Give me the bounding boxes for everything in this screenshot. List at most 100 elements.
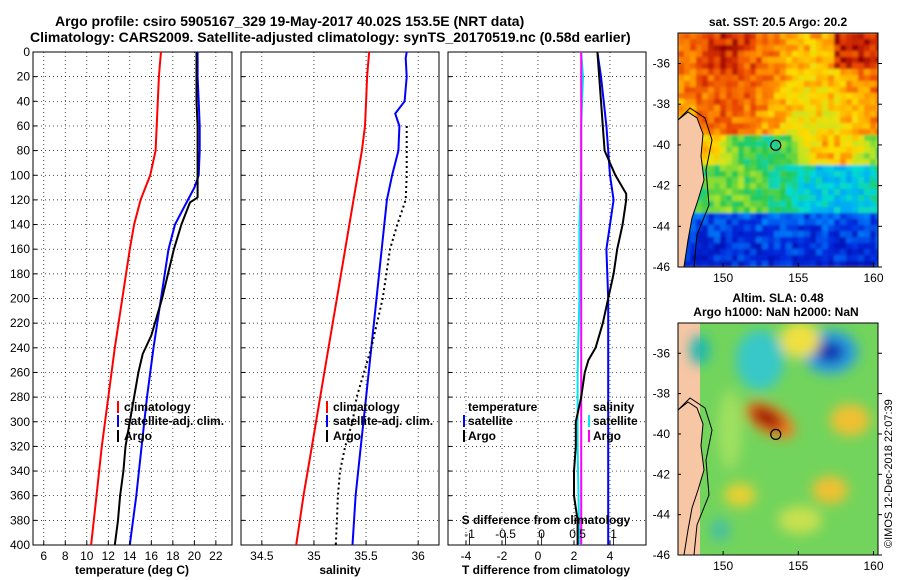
sst-cell bbox=[738, 129, 744, 135]
sst-cell bbox=[780, 57, 786, 63]
sst-cell bbox=[690, 219, 696, 225]
sst-cell bbox=[840, 237, 846, 243]
s-tick-label: 1 bbox=[610, 527, 617, 541]
sst-cell bbox=[870, 195, 876, 201]
title-line-1: Argo profile: csiro 5905167_329 19-May-2… bbox=[55, 13, 524, 29]
sst-cell bbox=[846, 111, 852, 117]
sst-cell bbox=[876, 243, 878, 249]
sst-cell bbox=[774, 171, 780, 177]
sst-cell bbox=[804, 135, 810, 141]
sst-cell bbox=[834, 153, 840, 159]
sst-cell bbox=[726, 105, 732, 111]
sst-cell bbox=[780, 159, 786, 165]
sst-cell bbox=[762, 63, 768, 69]
sst-cell bbox=[864, 45, 870, 51]
sst-cell bbox=[858, 123, 864, 129]
sst-cell bbox=[720, 153, 726, 159]
sst-cell bbox=[708, 111, 714, 117]
sst-cell bbox=[708, 51, 714, 57]
sst-cell bbox=[678, 39, 684, 45]
sst-cell bbox=[792, 231, 798, 237]
sst-cell bbox=[834, 231, 840, 237]
sst-cell bbox=[744, 81, 750, 87]
sst-cell bbox=[696, 93, 702, 99]
sst-cell bbox=[828, 117, 834, 123]
sst-cell bbox=[774, 207, 780, 213]
sst-cell bbox=[702, 201, 708, 207]
sla-map: Altim. SLA: 0.48 Argo h1000: NaN h2000: … bbox=[653, 291, 884, 573]
sst-cell bbox=[702, 159, 708, 165]
sst-cell bbox=[756, 219, 762, 225]
t-difference-x-label: T difference from climatology bbox=[462, 563, 630, 577]
sst-cell bbox=[792, 93, 798, 99]
sst-cell bbox=[786, 135, 792, 141]
series-line-climatology bbox=[90, 51, 162, 546]
sst-cell bbox=[816, 225, 822, 231]
sst-cell bbox=[834, 201, 840, 207]
sst-cell bbox=[786, 63, 792, 69]
sst-cell bbox=[822, 195, 828, 201]
sst-cell bbox=[852, 177, 858, 183]
sst-cell bbox=[798, 219, 804, 225]
sst-cell bbox=[714, 129, 720, 135]
depth-tick-label: 100 bbox=[10, 168, 30, 182]
sst-cell bbox=[744, 123, 750, 129]
sst-cell bbox=[768, 81, 774, 87]
sst-cell bbox=[762, 261, 768, 267]
sst-cell bbox=[804, 93, 810, 99]
sla-map-title: Altim. SLA: 0.48 bbox=[732, 291, 824, 305]
sst-cell bbox=[792, 249, 798, 255]
sst-cell bbox=[846, 51, 852, 57]
sst-cell bbox=[744, 33, 750, 39]
sst-cell bbox=[798, 39, 804, 45]
sst-cell bbox=[858, 231, 864, 237]
sst-cell bbox=[798, 75, 804, 81]
sst-cell bbox=[846, 237, 852, 243]
sst-cell bbox=[876, 195, 878, 201]
legend-argo: Argo bbox=[124, 429, 152, 443]
sst-cell bbox=[744, 93, 750, 99]
sst-cell bbox=[750, 63, 756, 69]
sst-cell bbox=[840, 123, 846, 129]
sst-cell bbox=[786, 261, 792, 267]
sst-cell bbox=[732, 225, 738, 231]
sst-cell bbox=[876, 189, 878, 195]
sst-cell bbox=[858, 99, 864, 105]
sst-cell bbox=[726, 57, 732, 63]
sst-cell bbox=[738, 153, 744, 159]
sst-cell bbox=[732, 33, 738, 39]
sst-cell bbox=[702, 63, 708, 69]
sst-cell bbox=[792, 255, 798, 261]
sst-cell bbox=[852, 99, 858, 105]
sst-cell bbox=[858, 69, 864, 75]
depth-tick-label: 240 bbox=[10, 341, 30, 355]
sst-cell bbox=[816, 201, 822, 207]
sst-cell bbox=[702, 87, 708, 93]
salinity-panel: 34.5 35 35.5 36 salinity climatology satell… bbox=[240, 51, 440, 577]
sst-cell bbox=[858, 81, 864, 87]
sst-cell bbox=[768, 45, 774, 51]
sst-cell bbox=[726, 201, 732, 207]
legend-swatch-satellite bbox=[326, 415, 328, 427]
sst-cell bbox=[780, 225, 786, 231]
sst-cell bbox=[708, 129, 714, 135]
sst-cell bbox=[756, 255, 762, 261]
sst-cell bbox=[870, 141, 876, 147]
sst-cell bbox=[690, 255, 696, 261]
sst-cell bbox=[876, 39, 878, 45]
sst-cell bbox=[756, 261, 762, 267]
sst-cell bbox=[732, 45, 738, 51]
sst-cell bbox=[786, 33, 792, 39]
depth-tick-label: 120 bbox=[10, 193, 30, 207]
sst-cell bbox=[786, 123, 792, 129]
sst-cell bbox=[798, 69, 804, 75]
sst-cell bbox=[714, 63, 720, 69]
sst-cell bbox=[756, 141, 762, 147]
sst-cell bbox=[864, 57, 870, 63]
sst-cell bbox=[858, 207, 864, 213]
sst-cell bbox=[858, 195, 864, 201]
sst-cell bbox=[822, 147, 828, 153]
sst-cell bbox=[870, 129, 876, 135]
sst-cell bbox=[834, 213, 840, 219]
depth-tick-label: 0 bbox=[23, 45, 30, 59]
